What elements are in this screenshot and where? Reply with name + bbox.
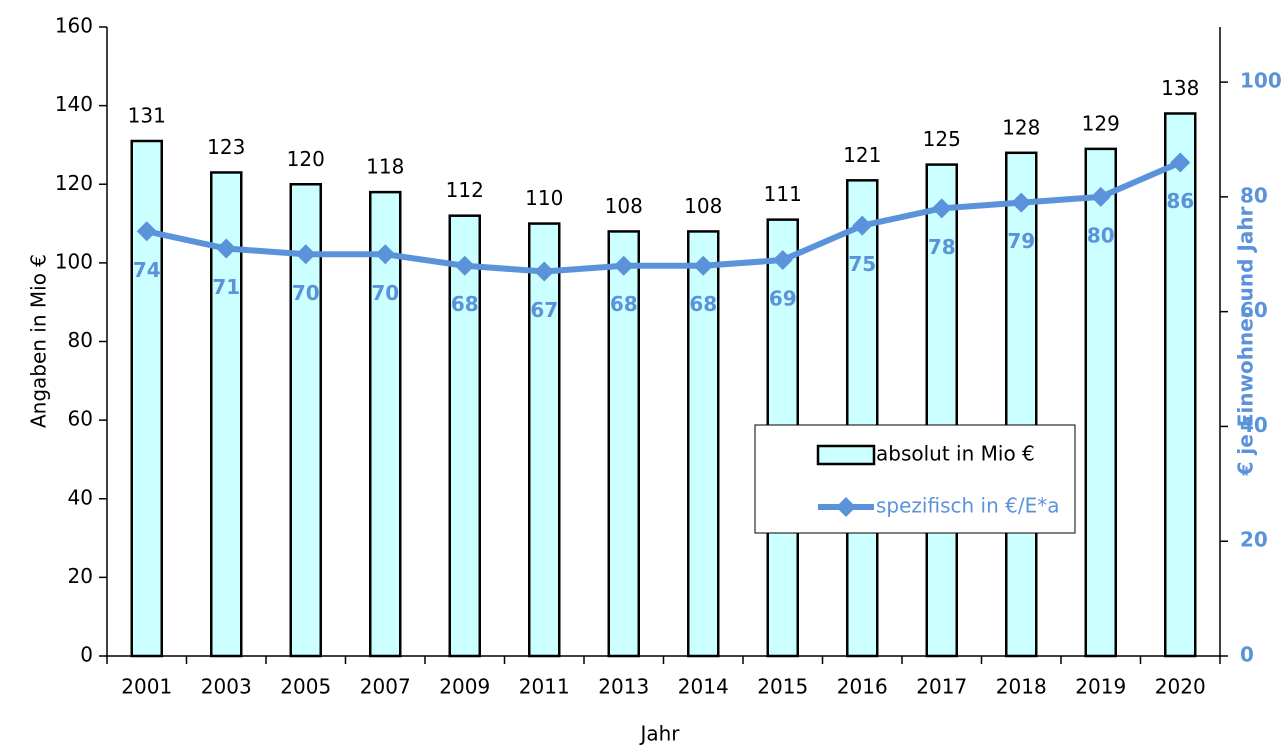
- x-tick-label: 2015: [757, 675, 808, 699]
- bar-value-label: 131: [128, 104, 166, 128]
- bar-value-label: 111: [764, 182, 802, 206]
- point: [295, 244, 316, 265]
- y2-tick-label: 100: [1240, 69, 1282, 93]
- bar: [1005, 151, 1038, 658]
- y2-tick-label: 0: [1240, 643, 1254, 667]
- x-axis-label: Jahr: [638, 722, 680, 745]
- x-tick-label: 2019: [1075, 675, 1126, 699]
- bar: [528, 222, 561, 658]
- x-tick-label: 2020: [1155, 675, 1206, 699]
- point-value-label: 74: [133, 258, 161, 282]
- point-value-label: 75: [848, 252, 876, 276]
- point-value-label: 70: [371, 281, 399, 305]
- y-tick-label: 80: [68, 328, 93, 352]
- x-tick-label: 2003: [201, 675, 252, 699]
- x-tick-label: 2007: [360, 675, 411, 699]
- y-axis-label: Angaben in Mio €: [27, 254, 51, 428]
- x-tick-label: 2013: [598, 675, 649, 699]
- bar: [448, 214, 481, 658]
- bar-value-label: 125: [923, 127, 961, 151]
- bar-value-label: 112: [446, 178, 484, 202]
- y-tick-label: 120: [55, 171, 93, 195]
- point: [613, 255, 634, 276]
- y-tick-label: 100: [55, 249, 93, 273]
- legend-label: spezifisch in €/E*a: [876, 494, 1059, 518]
- y-tick-label: 160: [55, 14, 93, 38]
- point-value-label: 71: [212, 275, 240, 299]
- x-tick-label: 2005: [280, 675, 331, 699]
- point: [772, 250, 793, 271]
- bar: [607, 230, 640, 658]
- point: [136, 221, 157, 242]
- bar: [289, 183, 322, 658]
- point-value-label: 80: [1087, 223, 1115, 247]
- point: [375, 244, 396, 265]
- x-tick-label: 2011: [519, 675, 570, 699]
- x-tick-label: 2009: [439, 675, 490, 699]
- bar: [1084, 147, 1117, 658]
- point-value-label: 70: [292, 281, 320, 305]
- legend-swatch: [816, 444, 876, 466]
- bar: [846, 179, 879, 658]
- point-value-label: 86: [1166, 189, 1194, 213]
- bar: [925, 163, 958, 658]
- bar-value-label: 129: [1082, 111, 1120, 135]
- bar-value-label: 138: [1161, 76, 1199, 100]
- x-tick-label: 2017: [916, 675, 967, 699]
- bar-value-label: 118: [366, 155, 404, 179]
- point: [454, 255, 475, 276]
- legend-marker: [836, 497, 856, 517]
- bar-value-label: 123: [207, 135, 245, 159]
- bar: [687, 230, 720, 658]
- legend-label: absolut in Mio €: [876, 442, 1035, 466]
- x-tick-label: 2016: [837, 675, 888, 699]
- point-value-label: 79: [1007, 229, 1035, 253]
- x-tick-label: 2014: [678, 675, 729, 699]
- bar: [369, 190, 402, 658]
- point: [852, 215, 873, 236]
- line: [146, 159, 1182, 275]
- y2-tick-label: 60: [1240, 298, 1268, 322]
- y2-tick-label: 40: [1240, 413, 1268, 437]
- bar-value-label: 120: [287, 147, 325, 171]
- point: [1011, 192, 1032, 213]
- y-tick-label: 140: [55, 92, 93, 116]
- point-value-label: 78: [928, 235, 956, 259]
- y2-tick-label: 80: [1240, 183, 1268, 207]
- point: [693, 255, 714, 276]
- y-tick-label: 20: [68, 564, 93, 588]
- y2-axis-label: € je Einwohner und Jahr: [1234, 206, 1258, 476]
- bar: [130, 139, 163, 658]
- x-tick-label: 2018: [996, 675, 1047, 699]
- bar-value-label: 128: [1002, 115, 1040, 139]
- point-value-label: 67: [530, 298, 558, 322]
- y-tick-label: 0: [80, 643, 93, 667]
- bar-value-label: 110: [525, 186, 563, 210]
- bar-value-label: 108: [605, 194, 643, 218]
- point-value-label: 68: [610, 292, 638, 316]
- point: [534, 261, 555, 282]
- bar: [1164, 112, 1197, 658]
- point: [216, 238, 237, 259]
- legend-box: [754, 424, 1076, 534]
- bar-value-label: 121: [843, 143, 881, 167]
- point: [931, 198, 952, 219]
- x-tick-label: 2001: [121, 675, 172, 699]
- y2-tick-label: 20: [1240, 528, 1268, 552]
- point-value-label: 68: [689, 292, 717, 316]
- point: [1170, 152, 1191, 173]
- point-value-label: 68: [451, 292, 479, 316]
- bar-value-label: 108: [684, 194, 722, 218]
- point: [1090, 186, 1111, 207]
- point-value-label: 69: [769, 287, 797, 311]
- y-tick-label: 60: [68, 407, 93, 431]
- y-tick-label: 40: [68, 485, 93, 509]
